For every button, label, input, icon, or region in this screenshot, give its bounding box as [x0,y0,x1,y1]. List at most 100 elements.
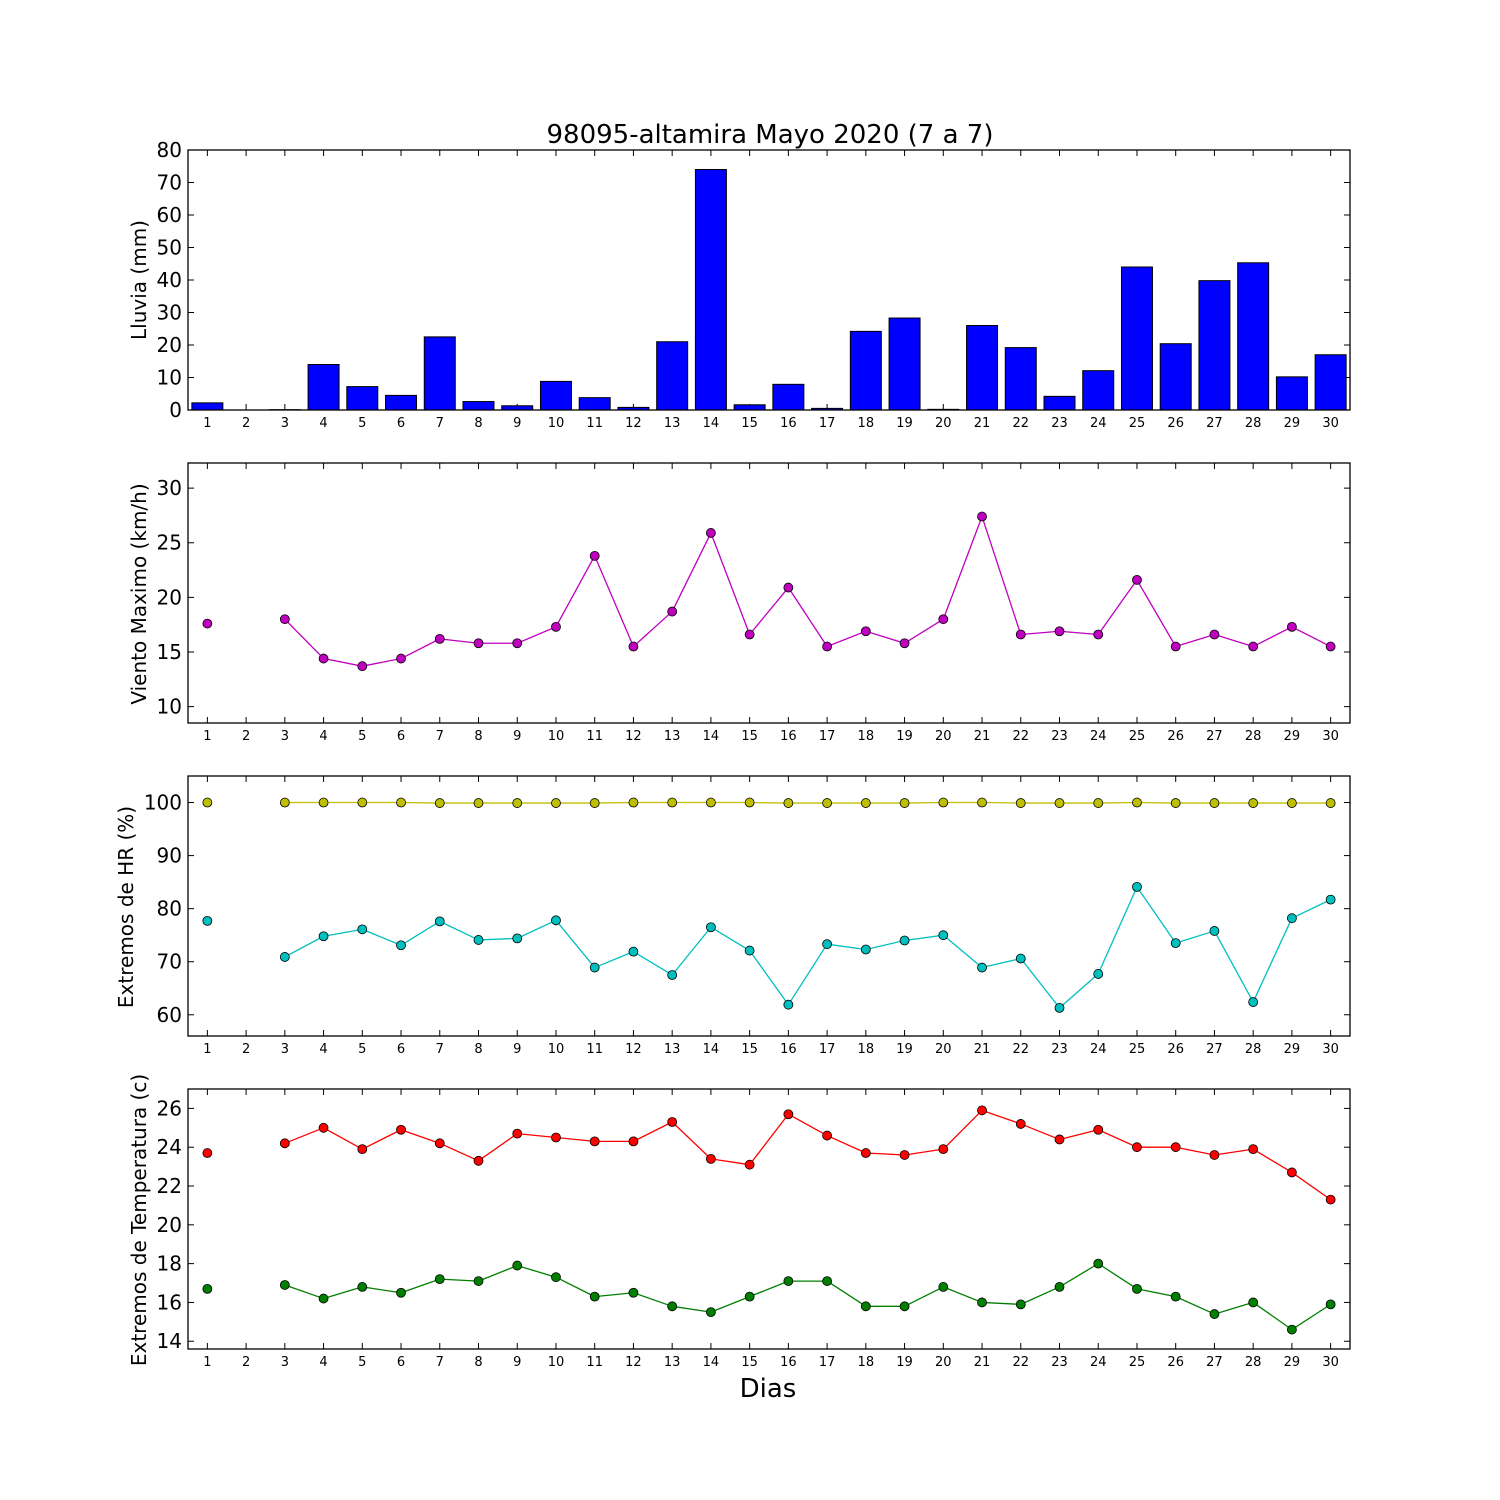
temperature-series-1-segment [478,1264,518,1282]
wind-series-0-point [1325,641,1336,652]
temperature-series-0-point [706,1153,716,1164]
temperature-xtick-label: 24 [1090,1355,1107,1370]
humidity-series-0-point [318,797,329,808]
temperature-series-1-segment [1020,1286,1060,1305]
wind-xtick-label: 23 [1051,729,1068,744]
temperature-xtick-label: 8 [474,1355,482,1370]
temperature-xtick-label: 17 [819,1355,836,1370]
rain-xtick-label: 22 [1012,416,1029,431]
rain-xtick-label: 14 [703,416,720,431]
rain-xtick-label: 12 [625,416,642,431]
temperature-series-0-point [899,1150,910,1160]
temperature-xtick-label: 20 [935,1355,952,1370]
rain-bar [694,169,727,411]
humidity-ytick-label: 70 [157,950,182,974]
humidity-series-1-segment [942,934,983,969]
chart-title: 98095-altamira Mayo 2020 (7 a 7) [546,120,993,150]
rain-xtick-label: 5 [358,416,366,431]
temperature-series-1-point [1287,1324,1297,1335]
wind-series-0-point [628,641,639,652]
humidity-ytick-label: 80 [157,897,182,921]
wind-xtick-label: 27 [1206,729,1223,744]
temperature-xtick-label: 2 [242,1355,250,1370]
temperature-xtick-label: 18 [858,1355,875,1370]
temperature-series-1-point [706,1307,716,1318]
wind-xtick-label: 8 [474,729,482,744]
wind-xtick-label: 21 [974,729,991,744]
humidity-series-1-segment [1291,899,1331,919]
rain-bar [423,336,456,411]
temperature-series-1-point [1170,1291,1181,1302]
humidity-series-1-point [1093,969,1104,979]
rain-bar [346,386,379,411]
wind-series-0-point [279,614,290,625]
wind-series-0-point [434,633,445,644]
humidity-series-1-segment [439,920,479,941]
rain-bar [1198,280,1231,411]
humidity-series-1-segment [1213,930,1254,1003]
humidity-series-1-point [1170,938,1181,949]
humidity-series-0-point [434,798,445,808]
temperature-xtick-label: 12 [625,1355,642,1370]
wind-xtick-label: 28 [1245,729,1262,744]
temperature-xtick-label: 6 [397,1355,405,1370]
humidity-series-0-point [1287,798,1297,808]
humidity-series-0-point [977,797,987,808]
humidity-series-0-point [938,797,949,808]
wind-series-0-point [512,638,523,649]
temperature-series-0-segment [788,1113,828,1137]
humidity-series-1-segment [1059,973,1099,1009]
wind-xtick-label: 13 [664,729,681,744]
humidity-series-0-segment [982,801,1021,804]
wind-series-0-segment [1059,630,1099,636]
temperature-xtick-label: 10 [548,1355,565,1370]
humidity-series-1-segment [555,919,596,968]
rain-xtick-label: 19 [896,416,913,431]
wind-xtick-label: 10 [548,729,565,744]
temperature-series-0-point [279,1138,290,1149]
rain-xtick-label: 11 [586,416,603,431]
rain-bar [1004,347,1037,411]
humidity-series-0-point [628,797,639,808]
humidity-series-1-point [1015,953,1026,964]
temperature-series-1-segment [1059,1263,1099,1288]
temperature-series-0-point [1325,1194,1336,1205]
humidity-series-1-point [589,962,600,973]
rain-ytick-label: 20 [157,333,182,357]
temperature-series-1-point [589,1291,600,1302]
wind-series-0-point [822,641,832,652]
humidity-xtick-label: 23 [1051,1042,1068,1057]
rain-bar [849,330,882,411]
wind-series-0-segment [400,638,441,660]
humidity-series-1-segment [1136,886,1177,944]
rain-ytick-label: 60 [157,203,182,227]
temperature-series-0-segment [671,1121,712,1160]
rain-bar [733,404,766,411]
wind-xtick-label: 22 [1012,729,1029,744]
wind-series-0-segment [942,516,983,620]
humidity-series-1-point [357,924,368,935]
rain-xtick-label: 2 [242,416,250,431]
humidity-series-1-point [1325,894,1336,905]
temperature-xtick-label: 11 [586,1355,603,1370]
wind-series-0-segment [1136,579,1177,647]
humidity-series-1-point [783,999,794,1010]
wind-series-0-point [1209,629,1220,640]
wind-series-0-segment [1291,626,1331,648]
humidity-xtick-label: 26 [1167,1042,1184,1057]
temperature-series-0-point [822,1130,832,1141]
humidity-series-1-segment [749,950,789,1006]
temperature-series-1-segment [1252,1301,1293,1331]
temperature-series-0-point [1015,1119,1026,1129]
temperature-series-0-point [1054,1134,1065,1145]
humidity-series-0-point [202,797,213,808]
humidity-series-1-segment [865,939,905,951]
humidity-xtick-label: 6 [397,1042,405,1057]
temperature-series-0-point [202,1148,213,1158]
temperature-series-0-segment [826,1134,867,1154]
humidity-series-1-point [551,915,561,926]
humidity-xtick-label: 17 [819,1042,836,1057]
temperature-series-1-segment [555,1276,595,1298]
rain-xtick-label: 25 [1129,416,1146,431]
wind-series-0-segment [826,630,867,648]
